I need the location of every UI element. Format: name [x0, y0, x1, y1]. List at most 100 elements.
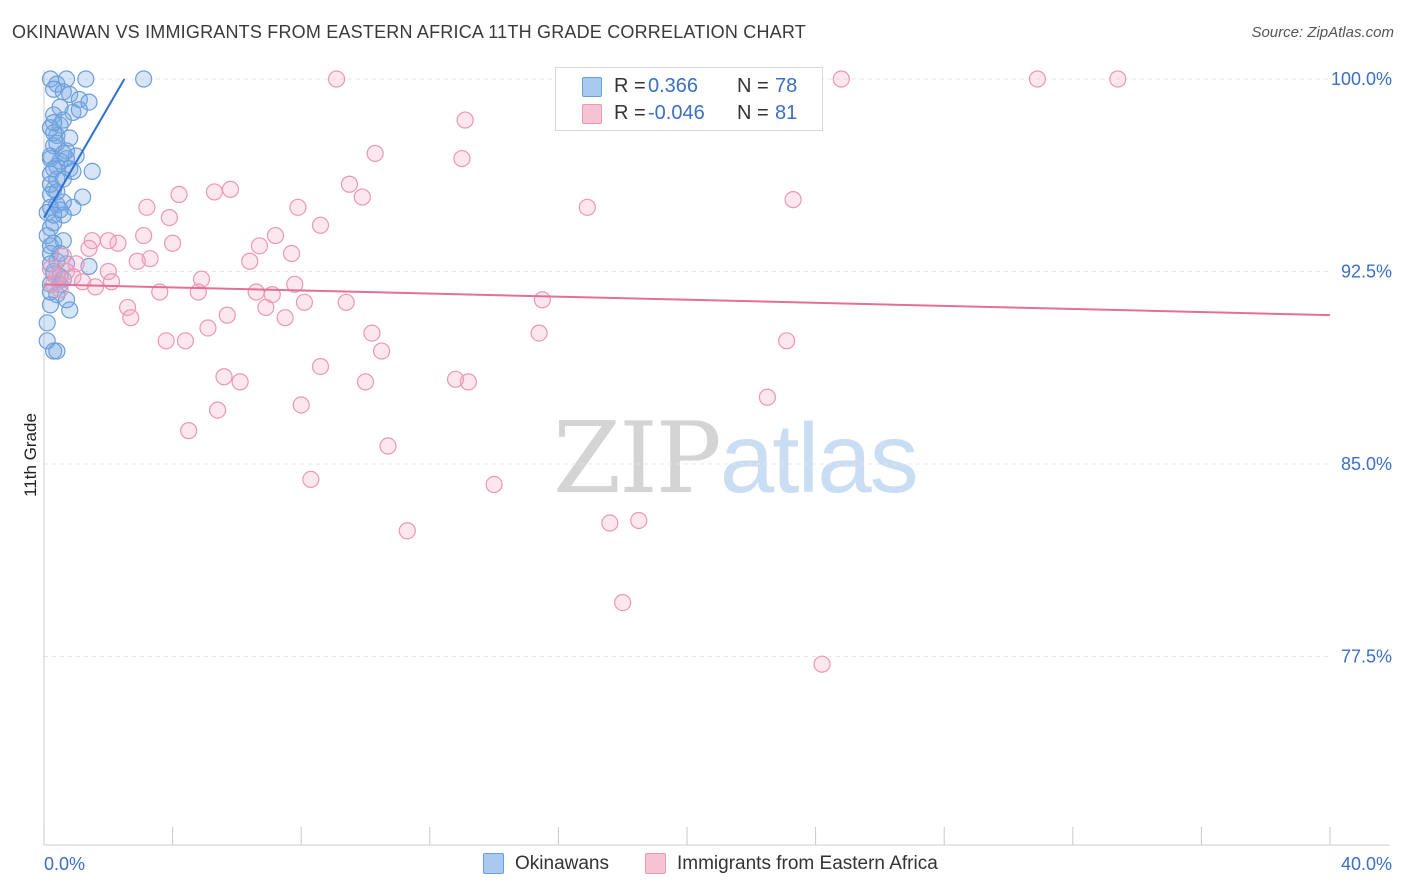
eastern-africa-point	[758, 388, 776, 406]
eastern-africa-point	[141, 250, 159, 268]
eastern-africa-point	[247, 283, 265, 301]
stats-row-okinawans: R = 0.366 N = 78	[556, 72, 822, 100]
watermark-zip: ZIP	[553, 402, 722, 516]
eastern-africa-point	[118, 298, 137, 317]
eastern-africa-point	[784, 191, 802, 209]
okinawan-point	[61, 301, 79, 319]
eastern-africa-point	[160, 209, 178, 227]
source-label: Source: ZipAtlas.com	[1251, 24, 1394, 41]
eastern-africa-point	[813, 655, 831, 673]
eastern-africa-point	[832, 70, 850, 88]
okinawan-point	[45, 80, 63, 98]
okinawan-point	[83, 162, 101, 180]
legend-label: Immigrants from Eastern Africa	[677, 853, 938, 874]
r-value: 0.366	[648, 75, 699, 97]
eastern-africa-point	[99, 262, 117, 281]
okinawan-point	[135, 70, 153, 88]
eastern-africa-point	[295, 293, 314, 311]
okinawan-point	[38, 314, 56, 332]
eastern-africa-point	[231, 373, 249, 391]
eastern-africa-point	[257, 298, 275, 317]
watermark: ZIPatlas	[553, 402, 919, 516]
y-tick-label: 85.0%	[1341, 454, 1392, 474]
okinawan-point	[61, 129, 79, 147]
eastern-africa-point	[41, 260, 60, 278]
eastern-africa-point	[215, 368, 233, 386]
eastern-africa-point	[372, 342, 391, 360]
n-label: N =	[737, 75, 769, 97]
eastern-africa-point	[302, 470, 320, 488]
okinawan-point	[54, 144, 72, 163]
eastern-africa-point	[135, 226, 153, 245]
eastern-africa-point	[292, 396, 310, 414]
eastern-africa-point	[138, 198, 156, 216]
okinawan-point	[73, 188, 92, 206]
y-tick-label: 92.5%	[1341, 262, 1392, 282]
okinawan-point	[45, 234, 63, 252]
eastern-africa-point	[86, 278, 105, 296]
okinawan-point	[54, 83, 72, 101]
okinawan-point	[57, 291, 76, 309]
eastern-africa-point	[456, 111, 474, 129]
eastern-africa-point	[356, 373, 375, 391]
r-value: -0.046	[648, 102, 705, 124]
eastern-africa-point	[485, 475, 503, 494]
x-tick-label: 40.0%	[1341, 854, 1392, 874]
eastern-africa-point	[109, 234, 127, 252]
eastern-africa-point	[241, 252, 259, 270]
r-label: R =	[614, 75, 646, 97]
eastern-africa-point	[1028, 70, 1047, 88]
okinawan-point	[48, 134, 66, 152]
okinawan-point	[70, 101, 88, 119]
eastern-africa-point	[327, 70, 346, 88]
r-label: R =	[614, 102, 646, 124]
legend-swatch-blue	[483, 853, 504, 874]
eastern-africa-point	[340, 175, 359, 193]
okinawan-point	[77, 70, 95, 88]
eastern-africa-point	[453, 149, 471, 168]
eastern-africa-point	[778, 332, 796, 350]
eastern-africa-point	[170, 185, 188, 204]
okinawans-swatch	[582, 77, 602, 97]
eastern-africa-point	[630, 511, 648, 530]
y-tick-label: 77.5%	[1341, 647, 1392, 667]
eastern-africa-point	[311, 216, 330, 234]
eastern-africa-point	[221, 180, 240, 198]
okinawan-point	[48, 342, 66, 360]
eastern-africa-point	[189, 283, 207, 301]
eastern-africa-point	[282, 244, 301, 263]
eastern-africa-point	[1109, 70, 1127, 88]
okinawan-point	[45, 114, 63, 132]
stats-box: R = 0.366 N = 78 R = -0.046 N = 81	[555, 67, 823, 131]
eastern-africa-point	[102, 273, 121, 291]
okinawan-trend-line	[43, 78, 126, 219]
eastern-africa-point	[530, 324, 548, 342]
eastern-africa-point	[286, 275, 304, 293]
eastern-africa-point	[311, 357, 330, 376]
eastern-africa-point	[250, 237, 269, 255]
legend-swatch-pink	[645, 853, 666, 874]
eastern-africa-point	[180, 422, 198, 440]
eastern-africa-swatch	[582, 104, 602, 124]
eastern-africa-point	[205, 183, 223, 201]
eastern-africa-point	[209, 401, 227, 419]
chart-title: OKINAWAN VS IMMIGRANTS FROM EASTERN AFRI…	[12, 22, 806, 42]
eastern-africa-point	[614, 593, 632, 612]
eastern-africa-point	[99, 232, 117, 250]
eastern-africa-point	[266, 226, 285, 245]
eastern-africa-point	[398, 522, 416, 540]
eastern-africa-point	[218, 306, 236, 324]
watermark-atlas: atlas	[719, 403, 919, 513]
eastern-africa-point	[363, 324, 381, 342]
eastern-africa-point	[601, 514, 619, 532]
okinawan-point	[45, 160, 63, 178]
eastern-africa-point	[459, 373, 477, 391]
okinawan-point	[41, 237, 60, 255]
eastern-africa-point	[157, 332, 175, 350]
y-tick-label: 100.0%	[1331, 69, 1392, 89]
n-value: 81	[775, 102, 798, 124]
eastern-africa-point	[80, 239, 98, 257]
eastern-africa-point	[533, 291, 551, 309]
stats-row-eastern-africa: R = -0.046 N = 81	[556, 99, 822, 127]
eastern-africa-point	[164, 234, 182, 252]
